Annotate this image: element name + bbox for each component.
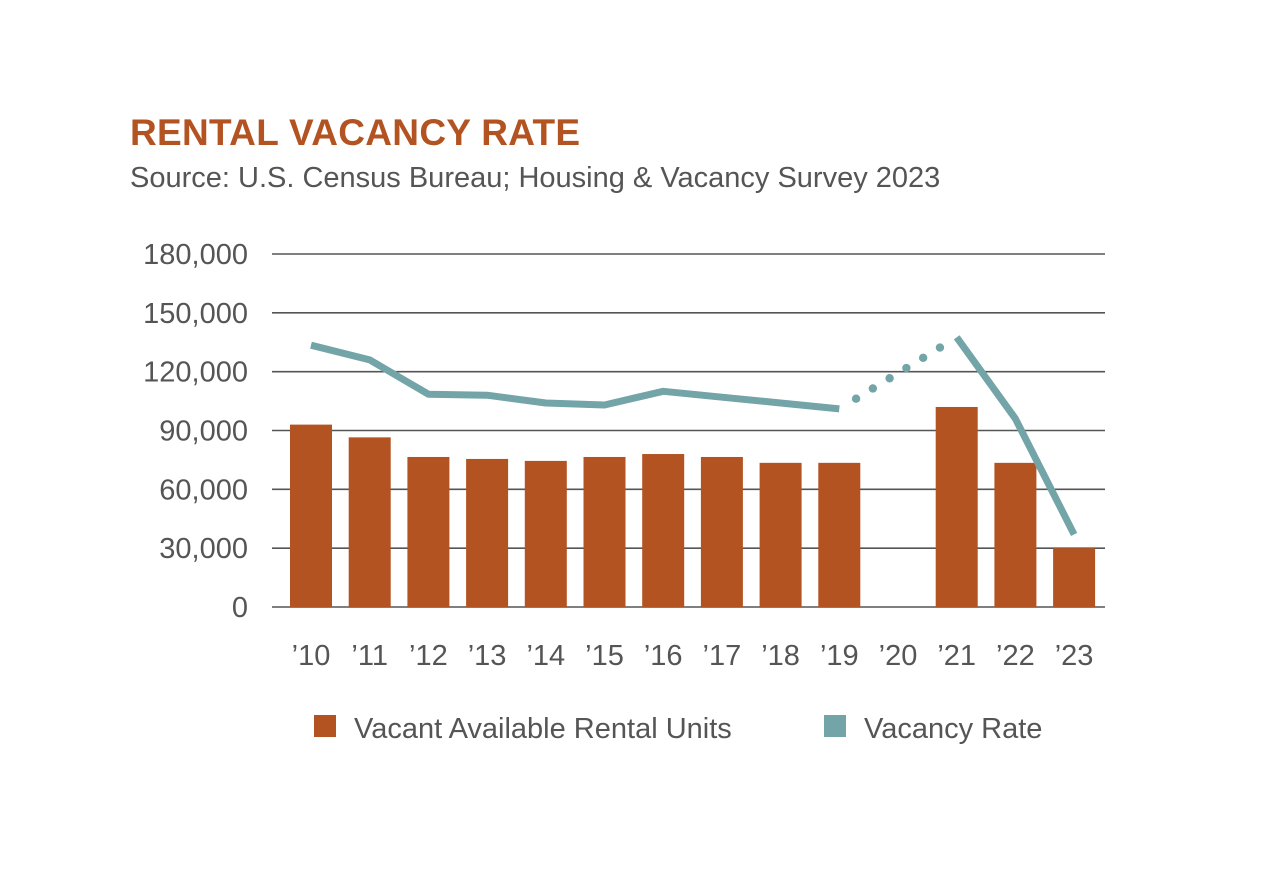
bar [759,462,802,607]
y-tick-label: 30,000 [159,533,248,565]
bar [348,437,391,607]
x-tick-label: ’23 [1055,640,1094,672]
vacancy-rate-dot [902,363,911,373]
bar [1053,548,1096,607]
legend-label-line: Vacancy Rate [864,713,1042,745]
bar [935,406,978,607]
bar [642,454,685,607]
bar-series [290,406,1096,607]
x-tick-label: ’16 [644,640,683,672]
y-tick-label: 0 [232,592,248,624]
x-tick-label: ’14 [526,640,565,672]
x-tick-label: ’22 [996,640,1035,672]
y-axis-ticks: 0 30,000 60,000 90,000 120,000 150,000 180,000 [143,239,248,624]
x-tick-label: ’21 [937,640,976,672]
x-tick-label: ’15 [585,640,624,672]
line-series [310,335,1078,536]
vacancy-rate-dot [868,384,878,393]
legend-swatch-bars [314,715,336,737]
vacancy-rate-dot [918,353,928,362]
vacancy-rate-dot [851,394,861,403]
bar [466,458,509,607]
vacancy-rate-dot [935,343,945,352]
y-tick-label: 90,000 [159,416,248,448]
bar [524,460,567,607]
bar [583,456,626,607]
x-tick-label: ’10 [292,640,331,672]
legend-label-bars: Vacant Available Rental Units [354,713,732,745]
bar [818,462,861,607]
x-tick-label: ’19 [820,640,859,672]
vacancy-rate-dot [885,374,894,383]
bar [700,456,743,607]
legend-swatch-line [824,715,846,737]
bar [407,456,450,607]
y-tick-label: 150,000 [143,298,248,330]
legend: Vacant Available Rental Units Vacancy Rat… [314,713,1042,745]
x-tick-label: ’12 [409,640,448,672]
x-tick-label: ’17 [703,640,742,672]
bar [290,424,332,607]
y-tick-label: 60,000 [159,474,248,506]
x-tick-label: ’18 [761,640,800,672]
x-tick-label: ’11 [351,640,388,672]
x-tick-label: ’20 [879,640,918,672]
y-tick-label: 180,000 [143,239,248,271]
vacancy-rate-line [953,335,1078,536]
chart-subtitle: Source: U.S. Census Bureau; Housing & Va… [130,162,941,194]
x-axis-ticks: ’10 ’11 ’12 ’13 ’14 ’15 ’16 ’17 ’18 ’19 ’20 ’21 ’22 ’… [292,640,1094,672]
chart-title: RENTAL VACANCY RATE [130,112,581,153]
x-tick-label: ’13 [468,640,507,672]
gridlines [272,253,1105,608]
vacancy-rate-line [310,341,840,413]
bar [994,462,1037,607]
y-tick-label: 120,000 [143,357,248,389]
